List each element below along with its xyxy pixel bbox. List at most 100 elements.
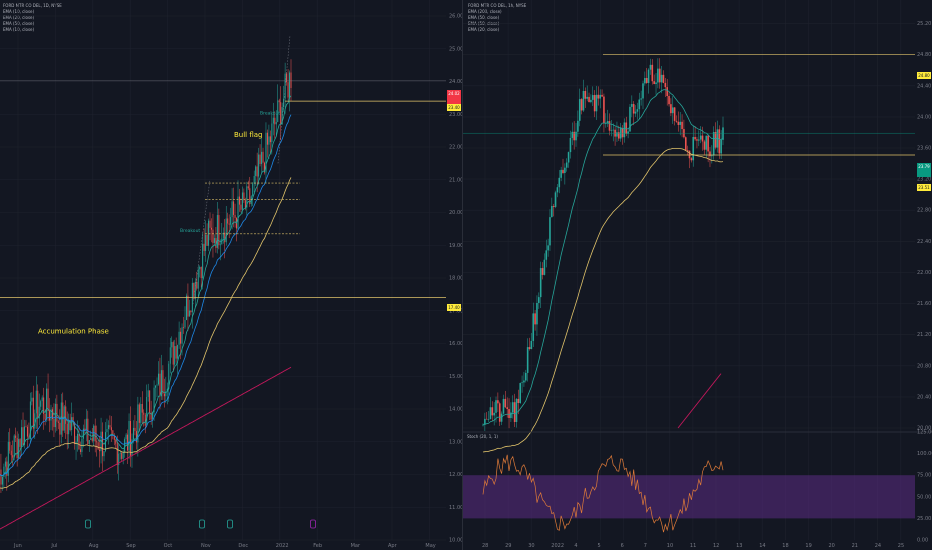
candle — [536, 302, 538, 325]
candle — [595, 94, 598, 112]
candle — [539, 268, 542, 298]
time-tick-label: 14 — [759, 543, 765, 549]
candle — [578, 99, 581, 121]
stoch-tick-label: 75.00 — [917, 473, 931, 479]
daily-chart-canvas[interactable]: 26.00 25.00 24.00 23.00 22.00 21.00 20.00 19.00… — [0, 0, 462, 550]
candle — [549, 217, 551, 246]
candle — [190, 310, 192, 313]
daily-chart-panel[interactable]: FORD MTR CO DEL, 1D, NYSE EMA (10, close… — [0, 0, 463, 550]
price-tick-label: 25.00 — [449, 46, 462, 52]
candle — [699, 135, 702, 140]
candle — [12, 455, 14, 458]
candle — [18, 439, 20, 459]
candle — [263, 162, 265, 173]
event-marker-icon — [85, 519, 91, 529]
ema-line — [0, 114, 292, 476]
hourly-chart-panel[interactable]: FORD MTR CO DEL, 1h, NYSE EMA (200, clos… — [463, 0, 932, 550]
candle — [278, 100, 280, 103]
candle — [645, 77, 648, 83]
candle — [632, 104, 635, 114]
candle — [187, 295, 189, 317]
candle — [571, 131, 574, 138]
candle — [253, 175, 255, 184]
price-tick-label: 20.00 — [449, 210, 462, 216]
candle — [244, 200, 246, 208]
candle — [79, 449, 81, 452]
candle — [206, 234, 208, 246]
candle — [60, 402, 62, 435]
price-tick-label: 17.00 — [449, 308, 462, 314]
candle — [135, 431, 137, 443]
candle — [150, 412, 152, 420]
candle — [722, 127, 724, 140]
candle — [122, 452, 124, 459]
candle — [259, 154, 261, 164]
candle — [77, 433, 79, 442]
candle — [116, 443, 118, 466]
candle — [233, 201, 235, 215]
candle — [140, 403, 142, 423]
candle — [119, 452, 121, 454]
candle — [519, 383, 522, 404]
candle — [166, 388, 168, 392]
candle — [160, 370, 162, 397]
price-tick-label: 26.00 — [449, 14, 462, 20]
candle — [219, 244, 221, 246]
hourly-chart-canvas[interactable]: 25.20 24.80 24.40 24.00 23.60 23.20 22.80 22.40… — [463, 0, 932, 550]
candle — [564, 167, 566, 174]
candle — [577, 120, 579, 132]
candle — [547, 245, 549, 251]
candle — [649, 64, 652, 70]
candle — [84, 428, 86, 431]
price-axis-bg — [446, 0, 462, 550]
candle — [228, 223, 230, 225]
candle — [168, 363, 170, 389]
candle — [268, 136, 270, 145]
candle — [7, 441, 9, 476]
candle — [640, 98, 642, 100]
candle — [679, 121, 682, 125]
candle — [180, 331, 182, 344]
candle — [121, 452, 123, 459]
candle — [112, 430, 114, 436]
candle — [240, 204, 242, 210]
candle — [262, 151, 264, 163]
candle — [694, 136, 696, 140]
time-tick-label: 2022 — [276, 543, 289, 549]
candle — [272, 117, 274, 124]
candle — [69, 420, 71, 431]
candle — [15, 435, 17, 438]
candle — [224, 232, 226, 243]
candle — [280, 102, 282, 125]
candle — [543, 259, 546, 275]
candle — [0, 469, 2, 485]
candle — [200, 266, 202, 279]
candle — [37, 390, 39, 419]
candle — [174, 346, 176, 365]
candle — [686, 149, 689, 151]
candle — [103, 451, 105, 457]
candle — [53, 418, 55, 428]
candle — [130, 420, 132, 456]
candle — [524, 372, 527, 381]
breakout-label: Breakout — [260, 110, 280, 116]
stoch-tick-label: 125.00 — [917, 430, 932, 436]
candle — [534, 313, 536, 325]
candle — [96, 441, 98, 443]
time-tick-label: Aug — [89, 543, 99, 549]
time-tick-label: 21 — [852, 543, 858, 549]
candle — [664, 82, 667, 88]
time-tick-label: 29 — [505, 543, 511, 549]
candle — [266, 132, 268, 145]
price-tick-label: 21.20 — [917, 332, 931, 338]
candle — [647, 69, 650, 83]
candle — [132, 427, 134, 440]
legend-item: EMA (50, close) — [3, 21, 35, 26]
candle — [63, 406, 65, 431]
candle — [146, 396, 148, 426]
candle — [491, 407, 494, 416]
price-tick-label: 14.00 — [449, 407, 462, 413]
time-tick-label: Mar — [351, 543, 361, 549]
time-tick-label: Apr — [388, 543, 398, 549]
candle — [172, 342, 174, 365]
